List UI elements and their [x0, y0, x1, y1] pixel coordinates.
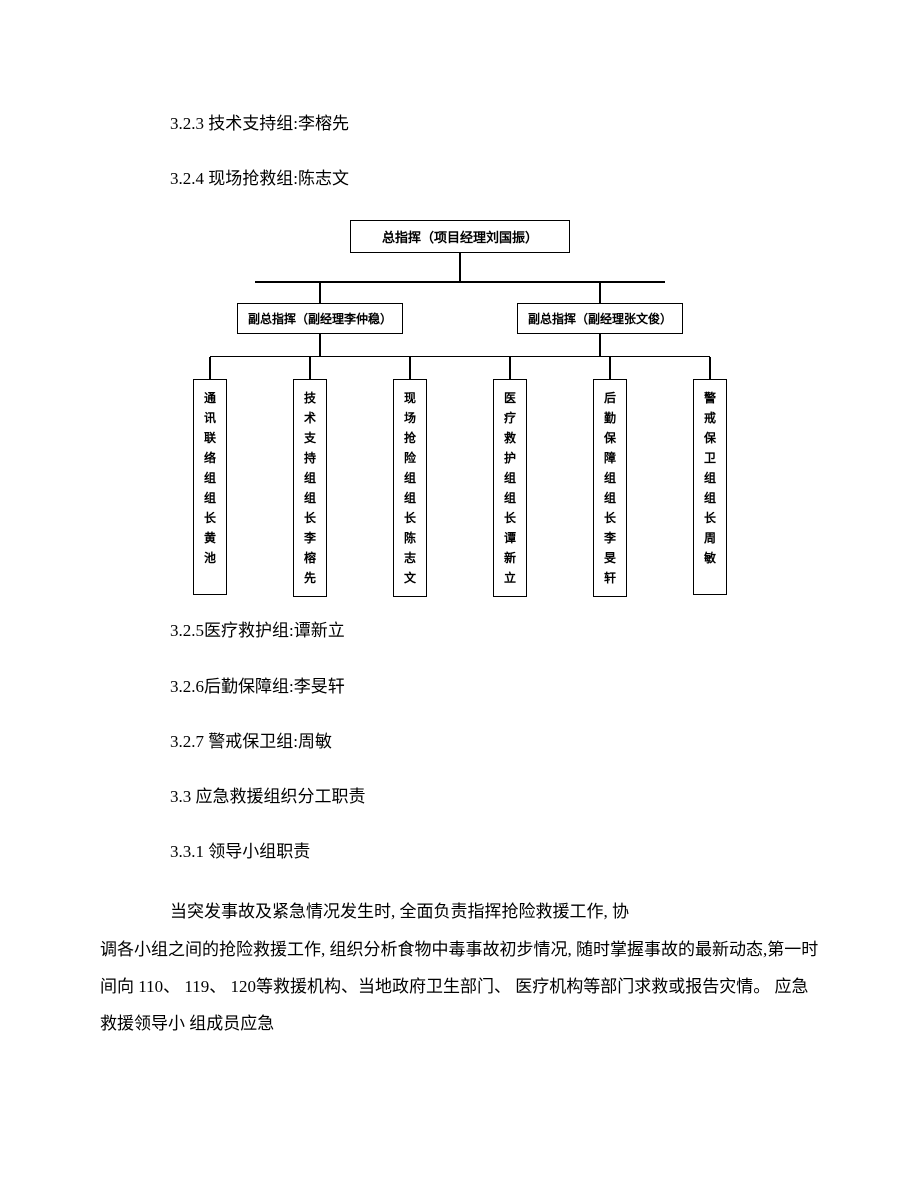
connector: [709, 357, 711, 379]
chart-leaf-char: 组: [304, 488, 316, 508]
chart-leaf-char: 联: [204, 428, 216, 448]
chart-leaf-char: 先: [304, 568, 316, 588]
chart-leaf-char: 络: [204, 448, 216, 468]
chart-leaf-char: 场: [404, 408, 416, 428]
chart-leaf-char: 术: [304, 408, 316, 428]
chart-leaf-5: 警戒保卫组组长周敏: [693, 357, 727, 597]
section-3-2-3: 3.2.3 技术支持组:李榕先: [100, 110, 820, 137]
chart-leaf-char: 组: [704, 468, 716, 488]
paragraph-first-line: 当突发事故及紧急情况发生时, 全面负责指挥抢险救援工作, 协: [100, 893, 820, 930]
section-3-3-1: 3.3.1 领导小组职责: [100, 838, 820, 865]
chart-leaf-char: 组: [604, 488, 616, 508]
chart-leaf-char: 池: [204, 548, 216, 568]
chart-leaf-row: 通讯联络组组长黄池技术支持组组长李榕先现场抢险组组长陈志文医疗救护组组长谭新立后…: [160, 357, 760, 597]
chart-leaf-char: 救: [504, 428, 516, 448]
section-3-2-5: 3.2.5医疗救护组:谭新立: [100, 617, 820, 644]
chart-leaf-char: 长: [504, 508, 516, 528]
chart-leaf-char: 组: [504, 468, 516, 488]
chart-leaf-char: 抢: [404, 428, 416, 448]
connector: [309, 357, 311, 379]
connector: [209, 357, 211, 379]
chart-leaf-char: 榕: [304, 548, 316, 568]
chart-leaf-char: 障: [604, 448, 616, 468]
chart-leaf-char: 长: [304, 508, 316, 528]
chart-leaf-char: 长: [604, 508, 616, 528]
connector: [255, 281, 665, 283]
chart-leaf-box: 医疗救护组组长谭新立: [493, 379, 527, 597]
chart-leaf-char: 组: [404, 488, 416, 508]
chart-leaf-char: 李: [604, 528, 616, 548]
paragraph-3-3-1-body: 当突发事故及紧急情况发生时, 全面负责指挥抢险救援工作, 协 调各小组之间的抢险…: [100, 893, 820, 1043]
chart-leaf-char: 警: [704, 388, 716, 408]
org-chart: 总指挥（项目经理刘国振） 副总指挥（副经理李仲稳） 副总指挥（副经理张文俊） 通…: [100, 220, 820, 597]
chart-leaf-char: 长: [204, 508, 216, 528]
connector: [599, 283, 601, 303]
chart-leaf-box: 后勤保障组组长李旻轩: [593, 379, 627, 597]
chart-leaf-box: 现场抢险组组长陈志文: [393, 379, 427, 597]
chart-leaf-char: 谭: [504, 528, 516, 548]
connector: [599, 334, 601, 356]
chart-leaf-char: 组: [404, 468, 416, 488]
chart-leaf-char: 李: [304, 528, 316, 548]
chart-leaf-1: 技术支持组组长李榕先: [293, 357, 327, 597]
chart-leaf-char: 组: [204, 468, 216, 488]
chart-leaf-char: 通: [204, 388, 216, 408]
chart-leaf-char: 组: [504, 488, 516, 508]
page-content: 3.2.3 技术支持组:李榕先 3.2.4 现场抢救组:陈志文 总指挥（项目经理…: [0, 0, 920, 1123]
chart-leaf-char: 讯: [204, 408, 216, 428]
chart-leaf-char: 敏: [704, 548, 716, 568]
chart-leaf-char: 戒: [704, 408, 716, 428]
connector: [509, 357, 511, 379]
chart-leaf-2: 现场抢险组组长陈志文: [393, 357, 427, 597]
chart-leaf-char: 轩: [604, 568, 616, 588]
chart-leaf-0: 通讯联络组组长黄池: [193, 357, 227, 597]
chart-leaf-char: 组: [304, 468, 316, 488]
chart-mid-right-node: 副总指挥（副经理张文俊）: [517, 303, 683, 334]
connector: [409, 357, 411, 379]
chart-leaf-char: 卫: [704, 448, 716, 468]
chart-leaf-char: 后: [604, 388, 616, 408]
chart-leaf-char: 周: [704, 528, 716, 548]
chart-leaf-char: 支: [304, 428, 316, 448]
chart-top-node: 总指挥（项目经理刘国振）: [350, 220, 570, 253]
connector: [459, 253, 461, 281]
chart-leaf-char: 险: [404, 448, 416, 468]
chart-leaf-char: 黄: [204, 528, 216, 548]
chart-leaf-char: 志: [404, 548, 416, 568]
chart-leaf-char: 立: [504, 568, 516, 588]
section-3-3: 3.3 应急救援组织分工职责: [100, 783, 820, 810]
chart-leaf-char: 现: [404, 388, 416, 408]
section-3-2-6: 3.2.6后勤保障组:李旻轩: [100, 673, 820, 700]
chart-leaf-char: 护: [504, 448, 516, 468]
chart-leaf-char: 旻: [604, 548, 616, 568]
chart-leaf-char: 医: [504, 388, 516, 408]
section-3-2-4: 3.2.4 现场抢救组:陈志文: [100, 165, 820, 192]
chart-leaf-box: 通讯联络组组长黄池: [193, 379, 227, 595]
chart-leaf-3: 医疗救护组组长谭新立: [493, 357, 527, 597]
chart-leaf-char: 陈: [404, 528, 416, 548]
chart-leaf-char: 勤: [604, 408, 616, 428]
chart-leaf-char: 组: [204, 488, 216, 508]
chart-mid-left-node: 副总指挥（副经理李仲稳）: [237, 303, 403, 334]
connector: [319, 283, 321, 303]
connector: [609, 357, 611, 379]
chart-leaf-box: 技术支持组组长李榕先: [293, 379, 327, 597]
chart-leaf-box: 警戒保卫组组长周敏: [693, 379, 727, 595]
chart-leaf-char: 组: [704, 488, 716, 508]
chart-leaf-char: 保: [604, 428, 616, 448]
chart-leaf-char: 疗: [504, 408, 516, 428]
chart-leaf-char: 长: [404, 508, 416, 528]
paragraph-rest: 调各小组之间的抢险救援工作, 组织分析食物中毒事故初步情况, 随时掌握事故的最新…: [100, 940, 818, 1034]
chart-leaf-char: 技: [304, 388, 316, 408]
chart-leaf-char: 保: [704, 428, 716, 448]
chart-leaf-4: 后勤保障组组长李旻轩: [593, 357, 627, 597]
chart-leaf-char: 长: [704, 508, 716, 528]
section-3-2-7: 3.2.7 警戒保卫组:周敏: [100, 728, 820, 755]
chart-leaf-char: 新: [504, 548, 516, 568]
chart-leaf-char: 文: [404, 568, 416, 588]
chart-leaf-char: 持: [304, 448, 316, 468]
chart-leaf-char: 组: [604, 468, 616, 488]
connector: [319, 334, 321, 356]
